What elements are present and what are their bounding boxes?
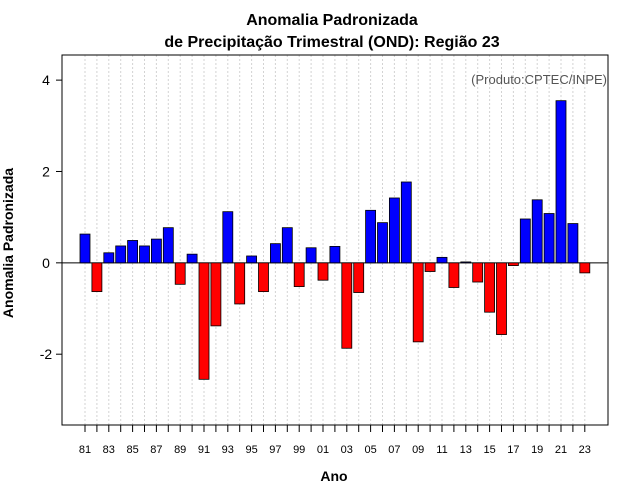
bar-15 [484, 262, 496, 313]
bar-23 [579, 262, 591, 274]
bar-90 [186, 253, 198, 264]
bar-97 [269, 243, 281, 264]
x-tick-label: 99 [293, 444, 305, 456]
x-tick-label: 95 [245, 444, 257, 456]
y-tick-label: 2 [42, 163, 50, 179]
bar-05 [365, 209, 377, 264]
bar-02 [329, 245, 341, 264]
bar-92 [210, 262, 222, 327]
bar-17 [507, 262, 519, 266]
bar-95 [246, 255, 258, 264]
bar-19 [531, 199, 543, 264]
chart-title: Anomalia Padronizada [246, 12, 418, 29]
bar-10 [424, 262, 436, 272]
bar-09 [412, 262, 424, 343]
bar-89 [174, 262, 186, 285]
bar-87 [150, 238, 162, 264]
y-tick-label: -2 [40, 346, 53, 362]
bar-07 [388, 197, 400, 264]
x-tick-label: 05 [364, 444, 376, 456]
bar-82 [91, 262, 103, 293]
x-tick-label: 91 [198, 444, 210, 456]
chart-subtitle: de Precipitação Trimestral (OND): Região… [164, 34, 499, 51]
bar-94 [234, 262, 246, 305]
bar-18 [519, 218, 531, 264]
x-tick-label: 89 [174, 444, 186, 456]
bar-03 [341, 262, 353, 349]
x-tick-label: 81 [79, 444, 91, 456]
x-axis: 81 83 85 87 89 91 93 95 97 99 01 03 05 07 09 11 13 15 17 19… [79, 425, 591, 456]
y-tick-label: 0 [42, 255, 50, 271]
bar-84 [115, 245, 127, 264]
bar-96 [258, 262, 269, 293]
x-tick-label: 85 [126, 444, 138, 456]
bar-01 [317, 262, 329, 281]
bar-88 [162, 227, 174, 264]
bar-83 [103, 252, 115, 264]
x-tick-label: 03 [341, 444, 353, 456]
x-tick-label: 17 [507, 444, 519, 456]
x-tick-label: 15 [483, 444, 495, 456]
bar-14 [472, 262, 484, 283]
y-axis-label: Anomalia Padronizada [0, 168, 16, 318]
bar-22 [567, 223, 579, 264]
bar-86 [139, 245, 150, 264]
bar-13 [460, 261, 472, 264]
x-tick-label: 87 [150, 444, 162, 456]
bar-93 [222, 211, 234, 264]
bar-20 [543, 213, 555, 264]
bar-11 [436, 256, 448, 264]
x-tick-label: 13 [460, 444, 472, 456]
x-tick-label: 09 [412, 444, 424, 456]
credit-text: (Produto:CPTEC/INPE) [471, 72, 607, 87]
x-tick-label: 11 [436, 444, 447, 456]
bar-12 [448, 262, 460, 288]
bar-85 [127, 240, 138, 264]
x-tick-label: 19 [531, 444, 543, 456]
x-axis-label: Ano [320, 468, 347, 484]
x-tick-label: 93 [222, 444, 234, 456]
bar-00 [305, 247, 317, 264]
x-tick-label: 07 [388, 444, 400, 456]
bar-98 [281, 227, 293, 264]
bar-21 [555, 100, 567, 264]
x-tick-label: 21 [555, 444, 567, 456]
bar-81 [79, 233, 91, 264]
x-tick-label: 01 [317, 444, 329, 456]
bar-91 [198, 262, 210, 380]
y-tick-label: 4 [42, 72, 50, 88]
x-tick-label: 97 [269, 444, 281, 456]
bar-06 [377, 222, 388, 264]
x-tick-label: 83 [103, 444, 115, 456]
x-tick-label: 23 [579, 444, 591, 456]
bar-04 [353, 262, 365, 293]
bar-99 [293, 262, 305, 287]
bar-08 [400, 181, 412, 264]
y-axis: -2 0 2 4 [40, 72, 62, 362]
bars [79, 100, 591, 380]
bar-16 [496, 262, 507, 335]
